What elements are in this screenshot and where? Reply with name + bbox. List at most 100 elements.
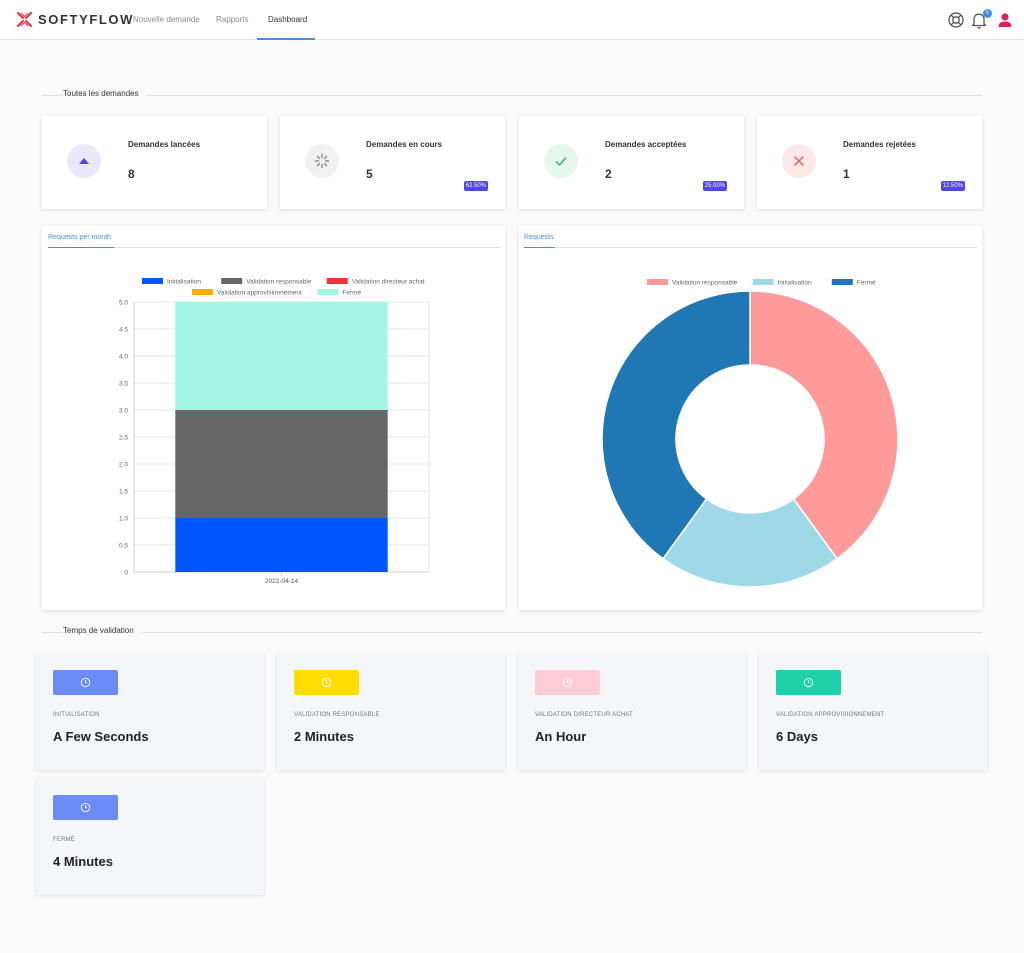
validation-value: 4 Minutes	[53, 854, 113, 869]
notification-count-badge: 5	[983, 9, 992, 18]
bar-segment	[175, 410, 388, 518]
legend-label: Validation directeur achat	[352, 279, 425, 286]
legend-swatch	[326, 278, 348, 284]
doughnut-slice	[749, 290, 899, 560]
doughnut-chart: Validation responsable Initialisation Ferm…	[601, 279, 899, 588]
doughnut-slice	[601, 290, 751, 560]
stat-value: 2	[605, 167, 612, 181]
legend-swatch	[647, 279, 668, 285]
legend-label: Fermé	[342, 290, 361, 297]
stat-label: Demandes en cours	[366, 140, 443, 149]
legend-label: Initialisation	[778, 280, 812, 287]
legend-label: Validation responsable	[672, 280, 738, 287]
tab-active-indicator	[48, 247, 114, 248]
validation-label: VALIDATION RESPONSABLE	[294, 712, 380, 718]
validation-card-approvisionnement: VALIDATION APPROVISIONNEMENT 6 Days	[759, 653, 987, 770]
x-tick-label: 2022-04-14	[265, 578, 299, 585]
validation-label: VALIDATION DIRECTEUR ACHAT	[535, 712, 633, 718]
clock-badge	[53, 670, 118, 695]
stat-value: 1	[843, 167, 850, 181]
legend-swatch	[192, 289, 213, 295]
tab-active-indicator	[524, 247, 555, 248]
legend-swatch	[142, 278, 163, 284]
bar-segment	[175, 302, 388, 410]
validation-label: FERMÉ	[53, 837, 75, 843]
stacked-bar-chart: Initialisation Validation responsable Vali…	[119, 278, 430, 585]
stat-label: Demandes lancées	[128, 140, 201, 149]
stat-percent-badge: 25.00%	[702, 181, 727, 191]
y-tick-label: 0.5	[119, 543, 128, 550]
tab-requests-per-month[interactable]: Requests per month	[48, 234, 112, 241]
clock-icon	[562, 677, 573, 688]
y-tick-label: 1.5	[119, 489, 128, 496]
y-tick-label: 4.5	[119, 327, 128, 334]
validation-card-ferme: FERMÉ 4 Minutes	[36, 778, 264, 895]
check-icon	[555, 157, 567, 167]
clock-badge	[53, 795, 118, 820]
stat-card-in-progress: Demandes en cours 5 62.50%	[280, 116, 505, 209]
user-icon[interactable]	[996, 11, 1014, 29]
clock-icon	[80, 802, 91, 813]
legend-swatch	[752, 279, 774, 285]
stat-value: 8	[128, 167, 135, 181]
top-navbar: SOFTYFLOW Nouvelle demande Rapports Dash…	[0, 0, 1024, 40]
validation-card-responsable: VALIDATION RESPONSABLE 2 Minutes	[277, 653, 505, 770]
stat-icon-bg	[544, 144, 578, 178]
y-tick-label: 4.0	[119, 354, 128, 361]
y-tick-label: 2.0	[119, 462, 128, 469]
y-tick-label: 3.0	[119, 408, 128, 415]
tab-requests[interactable]: Requests	[524, 234, 554, 241]
section-title: Toutes les demandes	[63, 89, 147, 98]
brand-name: SOFTYFLOW	[38, 12, 134, 27]
stat-card-rejected: Demandes rejetées 1 12.50%	[757, 116, 982, 209]
section-validation-time: Temps de validation	[42, 626, 982, 638]
nav-rapports[interactable]: Rapports	[216, 15, 249, 24]
section-title: Temps de validation	[63, 626, 142, 635]
legend-swatch	[221, 278, 243, 284]
stat-card-launched: Demandes lancées 8	[42, 116, 267, 209]
triangle-up-icon	[79, 158, 89, 164]
clock-icon	[321, 677, 332, 688]
legend-label: Fermé	[857, 280, 876, 287]
validation-value: 6 Days	[776, 729, 818, 744]
clock-icon	[803, 677, 814, 688]
legend-label: Validation responsable	[246, 279, 312, 286]
spinner-icon	[314, 153, 330, 169]
brand-logo[interactable]: SOFTYFLOW	[16, 11, 134, 28]
validation-label: INITIALISATION	[53, 712, 100, 718]
chart-card-requests-per-month: Requests per month Initialisation Validat…	[42, 226, 505, 610]
stat-icon-bg	[782, 144, 816, 178]
clock-icon	[80, 677, 91, 688]
chart-card-requests: Requests Validation responsable Initialis…	[519, 226, 982, 610]
lifebuoy-icon[interactable]	[947, 11, 965, 29]
stat-icon-bg	[67, 144, 101, 178]
nav-dashboard[interactable]: Dashboard	[268, 15, 308, 24]
validation-value: A Few Seconds	[53, 729, 149, 744]
stat-label: Demandes rejetées	[843, 140, 916, 149]
y-tick-label: 0	[124, 570, 128, 577]
y-tick-label: 5.0	[119, 300, 128, 307]
bell-icon[interactable]	[970, 11, 988, 29]
y-tick-label: 2.5	[119, 435, 128, 442]
section-all-requests: Toutes les demandes	[42, 89, 982, 101]
y-tick-label: 1.0	[119, 516, 128, 523]
legend-swatch	[831, 279, 853, 285]
validation-label: VALIDATION APPROVISIONNEMENT	[776, 712, 885, 718]
stat-percent-badge: 62.50%	[463, 181, 488, 191]
validation-value: 2 Minutes	[294, 729, 354, 744]
softyflow-logo-icon	[16, 11, 33, 28]
legend-swatch	[317, 289, 339, 295]
stat-percent-badge: 12.50%	[940, 181, 965, 191]
bar-segment	[175, 518, 388, 572]
clock-badge	[294, 670, 359, 695]
nav-active-indicator	[257, 38, 315, 40]
validation-card-directeur-achat: VALIDATION DIRECTEUR ACHAT An Hour	[518, 653, 746, 770]
legend-label: Validation approvisionnement	[217, 290, 302, 297]
nav-nouvelle-demande[interactable]: Nouvelle demande	[133, 15, 200, 24]
stat-label: Demandes acceptées	[605, 140, 687, 149]
stat-card-accepted: Demandes acceptées 2 25.00%	[519, 116, 744, 209]
stat-value: 5	[366, 167, 373, 181]
x-icon	[794, 156, 804, 166]
doughnut-slice	[661, 497, 839, 588]
stat-icon-bg	[305, 144, 339, 178]
